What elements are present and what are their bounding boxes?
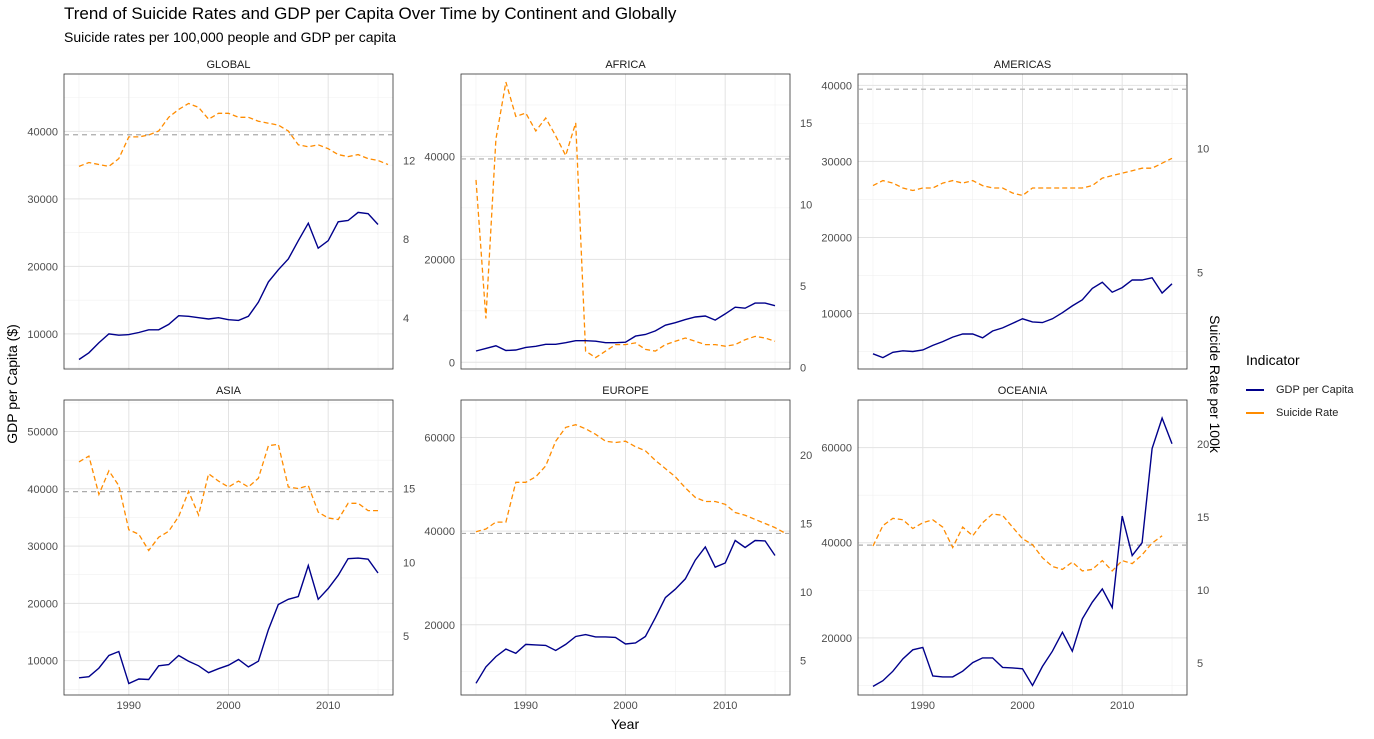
panel-border-oceania: [857, 399, 1188, 696]
gdp-line-oceania: [872, 416, 1173, 688]
rate-tick-label: 5: [800, 656, 806, 668]
legend-label-suicide: Suicide Rate: [1276, 406, 1339, 419]
rate-tick-label: 8: [403, 234, 409, 246]
gdp-line-americas: [872, 277, 1173, 359]
gdp-tick-label: 0: [449, 357, 455, 369]
chart-title: Trend of Suicide Rates and GDP per Capit…: [64, 4, 677, 23]
legend-key-suicide: [1246, 411, 1264, 414]
panel-border-asia: [63, 399, 394, 696]
legend-label-gdp: GDP per Capita: [1276, 383, 1354, 396]
gdp-tick-label: 40000: [821, 538, 852, 550]
rate-tick-label: 10: [1197, 585, 1209, 597]
panel-border-africa: [460, 73, 791, 370]
rate-tick-label: 15: [800, 118, 812, 130]
gdp-tick-label: 20000: [424, 254, 455, 266]
rate-tick-label: 15: [1197, 512, 1209, 524]
x-tick-label: 1990: [514, 700, 538, 712]
rate-tick-label: 5: [1197, 267, 1203, 279]
facet-label-asia: ASIA: [216, 385, 242, 397]
rate-tick-label: 20: [800, 450, 812, 462]
gdp-line-global: [78, 211, 379, 361]
y2-axis-label: Suicide Rate per 100k: [1207, 315, 1223, 454]
gdp-line-africa: [475, 302, 776, 352]
gdp-tick-label: 40000: [424, 151, 455, 163]
gdp-line-europe: [475, 539, 776, 684]
rate-tick-label: 10: [403, 557, 415, 569]
rate-tick-label: 4: [403, 313, 409, 325]
rate-tick-label: 10: [800, 199, 812, 211]
gdp-tick-label: 20000: [27, 598, 58, 610]
rate-tick-label: 10: [1197, 143, 1209, 155]
rate-tick-label: 15: [403, 484, 415, 496]
rate-tick-label: 15: [800, 518, 812, 530]
x-tick-label: 2000: [613, 700, 637, 712]
legend-item-gdp: GDP per Capita: [1246, 378, 1353, 401]
x-tick-label: 2010: [316, 700, 340, 712]
gdp-tick-label: 30000: [27, 541, 58, 553]
panel-border-europe: [460, 399, 791, 696]
rate-tick-label: 5: [800, 281, 806, 293]
x-tick-label: 2010: [713, 700, 737, 712]
rate-tick-label: 12: [403, 156, 415, 168]
gdp-tick-label: 40000: [424, 526, 455, 538]
gdp-tick-label: 60000: [821, 443, 852, 455]
faceted-line-chart: Year GDP per Capita ($) Suicide Rate per…: [4, 59, 1223, 732]
y-axis-label: GDP per Capita ($): [4, 324, 20, 444]
gdp-tick-label: 50000: [27, 427, 58, 439]
gdp-tick-label: 10000: [27, 656, 58, 668]
rate-tick-label: 5: [1197, 658, 1203, 670]
facet-label-europe: EUROPE: [602, 385, 648, 397]
facet-label-africa: AFRICA: [605, 59, 646, 71]
legend-key-gdp: [1246, 388, 1264, 391]
rate-tick-label: 20: [1197, 439, 1209, 451]
x-tick-label: 1990: [117, 700, 141, 712]
rate-tick-label: 5: [403, 631, 409, 643]
chart-subtitle: Suicide rates per 100,000 people and GDP…: [64, 29, 397, 45]
gdp-tick-label: 30000: [821, 156, 852, 168]
gdp-tick-label: 20000: [27, 261, 58, 273]
suicide-rate-line-global: [78, 102, 389, 168]
gdp-tick-label: 10000: [27, 329, 58, 341]
panel-border-global: [63, 73, 394, 370]
gdp-tick-label: 60000: [424, 432, 455, 444]
gdp-line-asia: [78, 557, 379, 685]
x-tick-label: 2000: [216, 700, 240, 712]
x-tick-label: 2000: [1010, 700, 1034, 712]
facet-label-oceania: OCEANIA: [998, 385, 1048, 397]
x-axis-label: Year: [611, 716, 640, 732]
gdp-tick-label: 20000: [821, 232, 852, 244]
suicide-rate-line-asia: [78, 443, 378, 552]
facet-label-americas: AMERICAS: [994, 59, 1051, 71]
legend-item-suicide: Suicide Rate: [1246, 401, 1353, 424]
legend-title: Indicator: [1246, 352, 1300, 368]
suicide-rate-line-africa: [475, 81, 776, 359]
legend: Indicator GDP per Capita Suicide Rate: [1246, 352, 1353, 424]
gdp-tick-label: 10000: [821, 308, 852, 320]
x-tick-label: 1990: [911, 700, 935, 712]
gdp-tick-label: 40000: [821, 80, 852, 92]
gdp-tick-label: 20000: [821, 633, 852, 645]
x-tick-label: 2010: [1110, 700, 1134, 712]
gdp-tick-label: 30000: [27, 194, 58, 206]
panel-border-americas: [857, 73, 1188, 370]
suicide-rate-line-oceania: [872, 513, 1163, 572]
facet-label-global: GLOBAL: [206, 59, 250, 71]
suicide-rate-line-europe: [475, 424, 786, 534]
gdp-tick-label: 40000: [27, 484, 58, 496]
gdp-tick-label: 40000: [27, 126, 58, 138]
rate-tick-label: 10: [800, 587, 812, 599]
rate-tick-label: 0: [800, 362, 806, 374]
gdp-tick-label: 20000: [424, 620, 455, 632]
